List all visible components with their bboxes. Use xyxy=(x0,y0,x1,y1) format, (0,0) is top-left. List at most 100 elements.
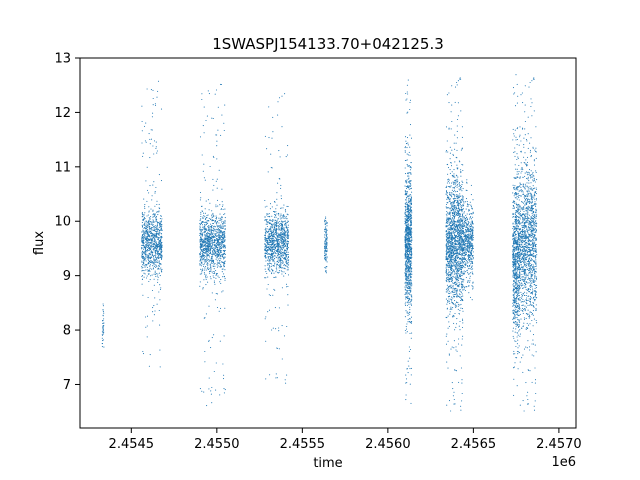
data-point xyxy=(209,260,211,262)
data-point xyxy=(152,265,154,267)
data-point xyxy=(156,265,158,267)
data-point xyxy=(452,294,454,296)
data-point xyxy=(211,210,213,212)
data-point xyxy=(282,217,284,219)
data-point xyxy=(325,258,327,260)
data-point xyxy=(221,291,223,293)
data-point xyxy=(141,240,143,242)
data-point xyxy=(287,256,290,259)
data-point xyxy=(141,105,143,107)
data-point xyxy=(450,111,452,113)
data-point xyxy=(324,258,326,260)
data-point xyxy=(216,223,218,225)
data-point xyxy=(452,221,454,223)
data-point xyxy=(216,145,218,147)
data-point xyxy=(215,230,217,232)
data-point xyxy=(148,250,150,252)
data-point xyxy=(161,244,163,246)
data-point xyxy=(460,281,463,283)
data-point xyxy=(214,271,216,273)
data-point xyxy=(142,251,144,253)
data-point xyxy=(203,163,205,165)
data-point xyxy=(208,209,210,211)
data-point xyxy=(405,296,407,298)
data-point xyxy=(213,248,215,251)
data-point xyxy=(275,377,277,379)
data-point xyxy=(144,245,146,247)
data-point xyxy=(326,241,328,243)
data-point xyxy=(462,310,464,312)
data-point xyxy=(203,257,206,259)
data-point xyxy=(275,216,277,218)
data-point xyxy=(271,224,273,226)
data-point xyxy=(160,246,162,248)
data-point xyxy=(406,235,408,237)
data-point xyxy=(445,206,447,208)
data-point xyxy=(270,237,272,240)
data-point xyxy=(103,322,105,324)
data-point xyxy=(146,248,149,251)
data-point xyxy=(279,253,281,256)
data-point xyxy=(217,228,219,230)
data-point xyxy=(161,250,163,252)
data-point xyxy=(267,283,269,286)
data-point xyxy=(208,256,210,258)
data-point xyxy=(409,311,411,313)
data-point xyxy=(102,339,104,341)
data-point xyxy=(216,264,218,266)
data-point xyxy=(216,306,219,309)
data-point xyxy=(267,276,269,278)
data-point xyxy=(411,251,413,253)
data-point xyxy=(154,297,156,299)
data-point xyxy=(410,257,412,259)
data-point xyxy=(287,262,289,264)
data-point xyxy=(411,296,413,298)
data-point xyxy=(147,250,149,252)
data-point xyxy=(325,217,327,220)
data-point xyxy=(451,182,453,184)
data-point xyxy=(409,124,412,126)
data-point xyxy=(220,230,222,232)
data-point xyxy=(451,85,453,87)
data-point xyxy=(142,220,144,222)
data-point xyxy=(281,247,283,249)
data-point xyxy=(204,234,206,236)
data-point xyxy=(154,239,156,241)
data-point xyxy=(410,303,412,305)
data-point xyxy=(287,205,289,208)
data-point xyxy=(220,245,222,247)
data-point xyxy=(146,88,148,90)
data-point xyxy=(155,256,157,258)
data-point xyxy=(410,194,412,196)
data-point xyxy=(211,402,213,404)
data-point xyxy=(160,228,162,230)
data-point xyxy=(409,101,411,104)
data-point xyxy=(408,175,410,177)
data-point xyxy=(405,231,408,233)
data-point xyxy=(201,261,203,263)
data-point xyxy=(455,223,457,226)
data-point xyxy=(218,255,220,257)
data-point xyxy=(284,223,286,225)
data-point xyxy=(287,237,289,239)
data-point xyxy=(409,348,412,351)
data-point xyxy=(324,250,326,252)
data-point xyxy=(286,230,288,232)
data-point xyxy=(146,229,148,231)
data-point xyxy=(155,266,157,268)
data-point xyxy=(210,233,212,235)
data-point xyxy=(223,335,225,337)
data-point xyxy=(279,229,282,231)
data-point xyxy=(214,234,216,236)
data-point xyxy=(405,159,407,162)
data-point xyxy=(221,254,223,256)
data-point xyxy=(153,233,155,235)
data-point xyxy=(405,205,407,207)
data-point xyxy=(147,214,149,216)
data-point xyxy=(324,236,326,238)
data-point xyxy=(207,214,209,216)
data-point xyxy=(152,209,154,211)
data-point xyxy=(220,250,222,252)
data-point xyxy=(270,249,272,251)
data-point xyxy=(222,261,224,263)
